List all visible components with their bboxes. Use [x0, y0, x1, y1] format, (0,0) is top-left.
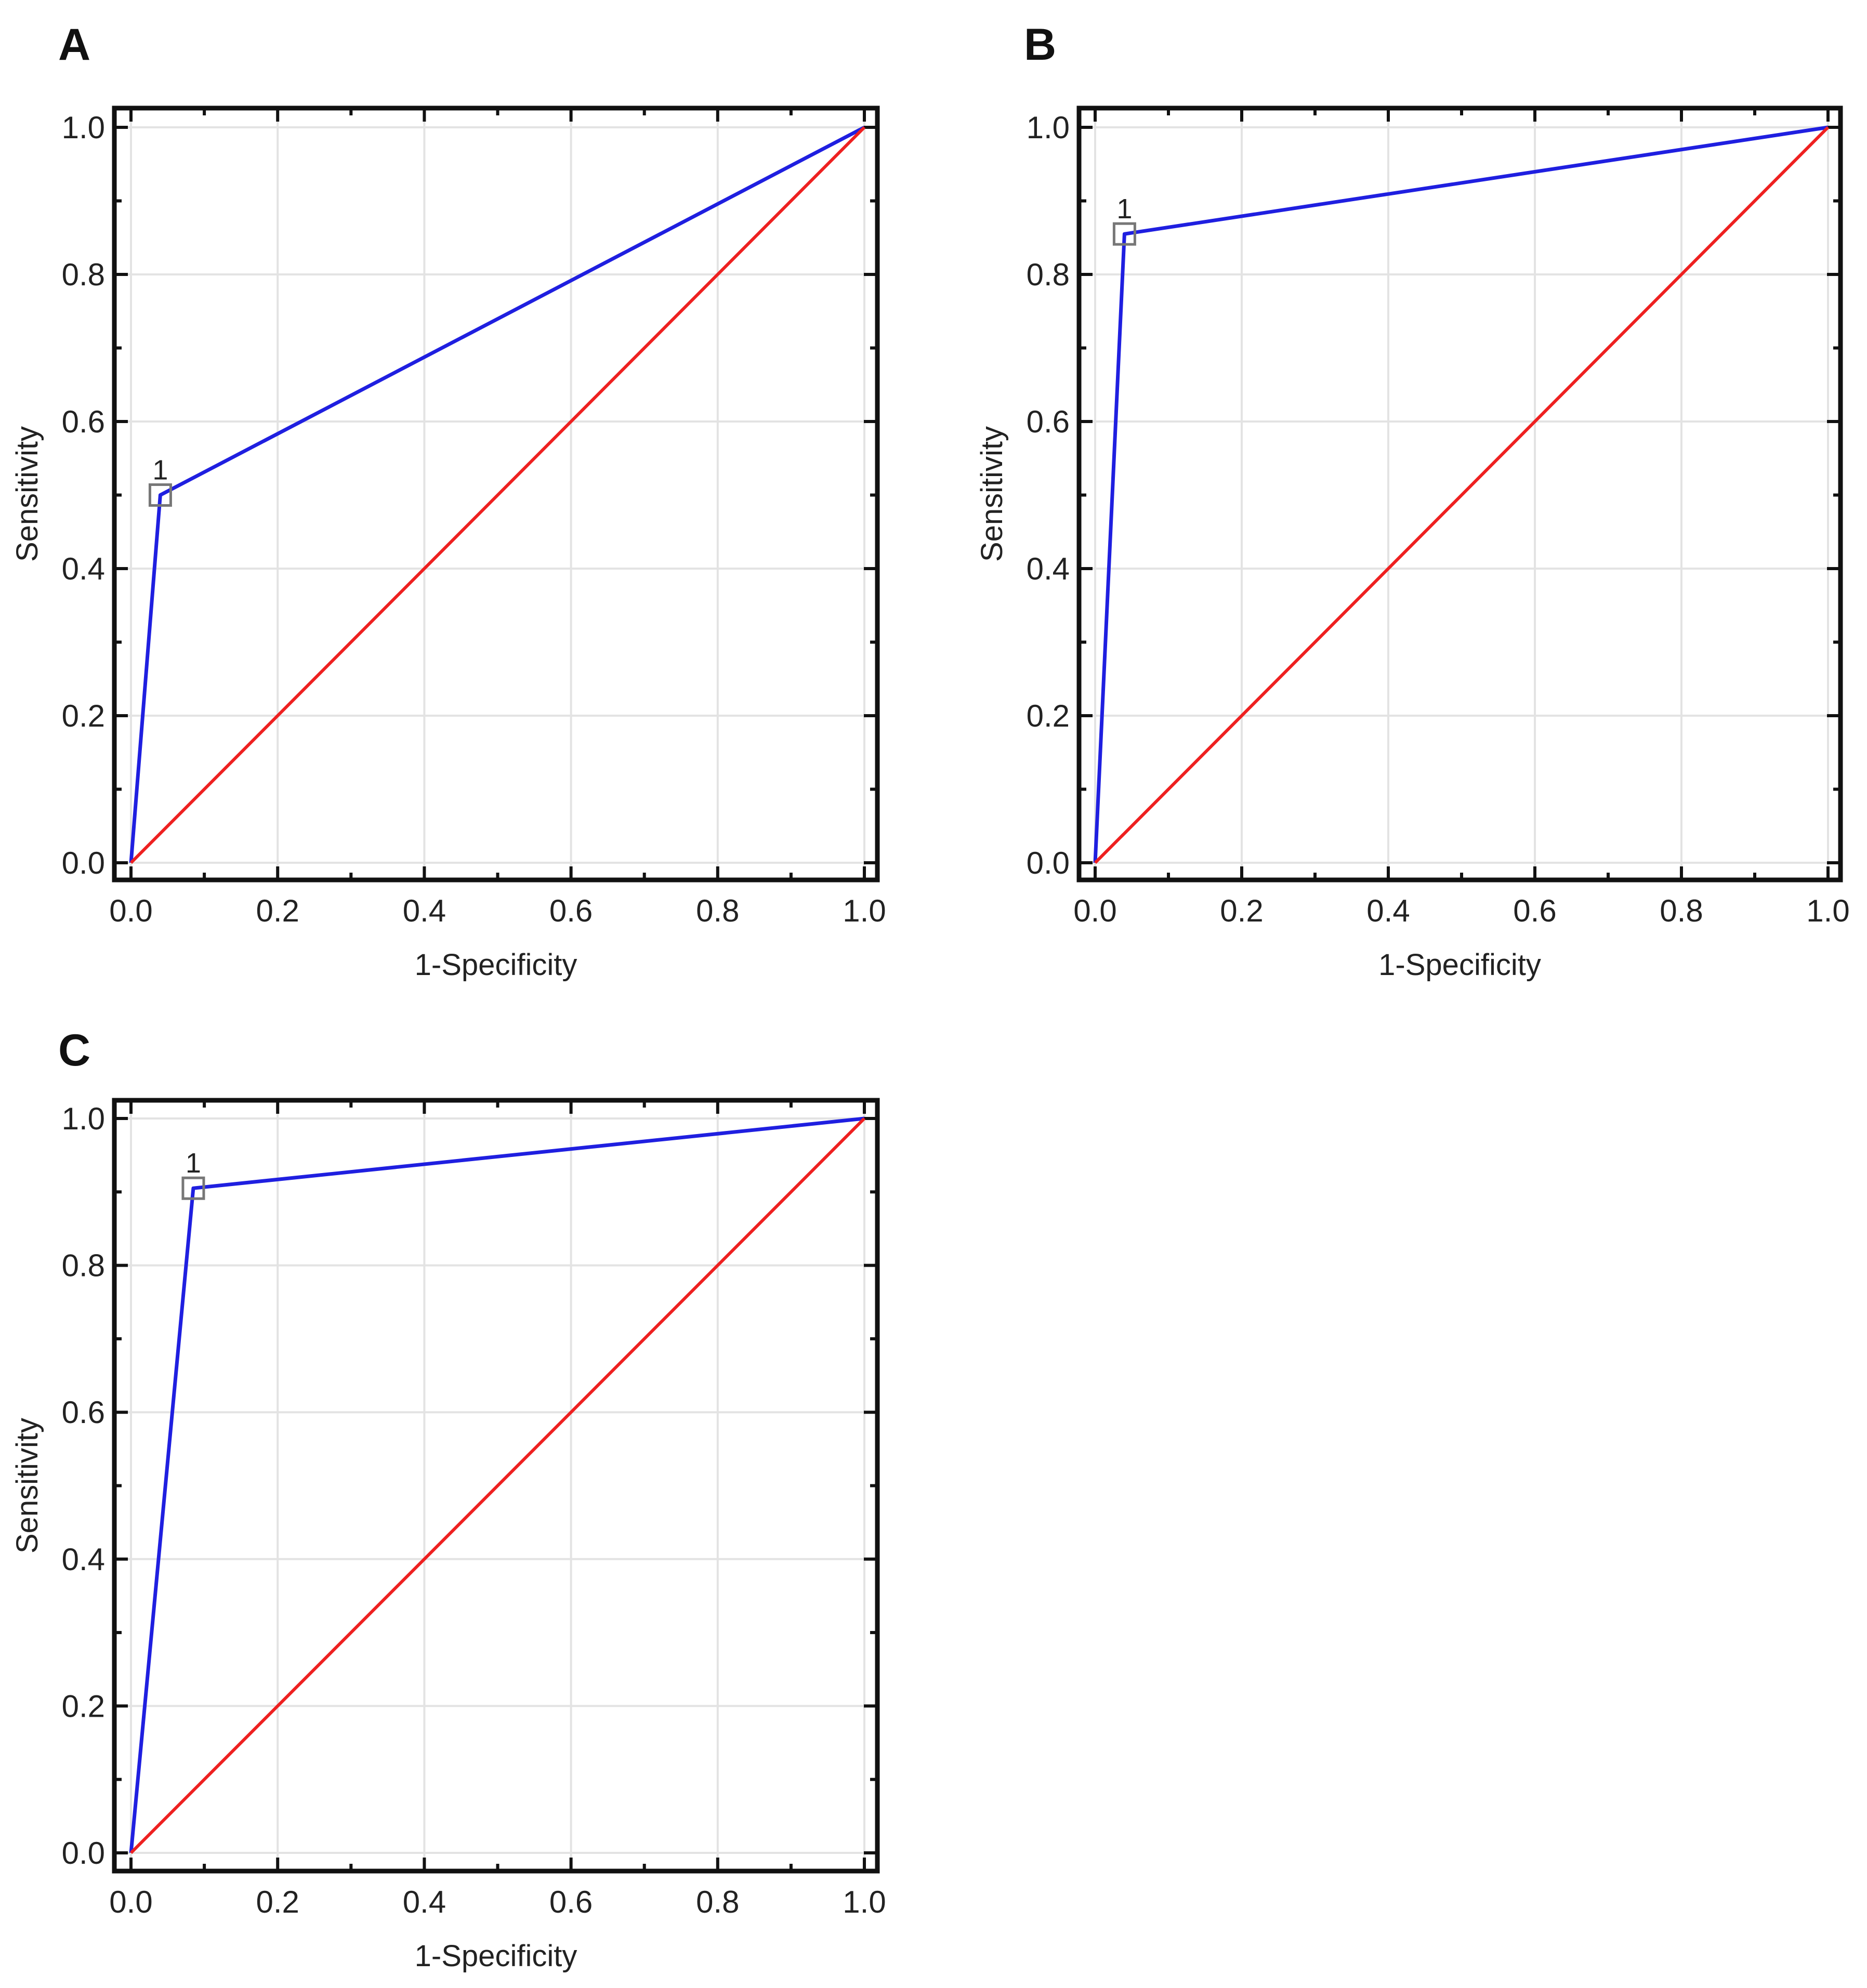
- panel-c-xtick-label-5: 1.0: [843, 1885, 886, 1919]
- panel-a-xtick-label-0: 0.0: [109, 893, 152, 928]
- panel-c-ytick-label-5: 1.0: [62, 1101, 105, 1136]
- panel-c-ytick-label-1: 0.2: [62, 1689, 105, 1723]
- panel-c-frame: [112, 1098, 880, 1874]
- panel-a-y-axis-title: Sensitivity: [10, 426, 44, 562]
- panel-a-x-axis-title: 1-Specificity: [415, 948, 577, 982]
- panel-b-ytick-label-0: 0.0: [1027, 846, 1070, 880]
- panel-c-ytick-label-4: 0.8: [62, 1248, 105, 1283]
- panel-c-letter: C: [58, 1025, 90, 1075]
- panel-c-xtick-label-1: 0.2: [256, 1885, 299, 1919]
- panel-a-ytick-label-0: 0.0: [62, 846, 105, 880]
- panel-b-roc-curve: [1093, 125, 1829, 863]
- panel-b-xtick-label-2: 0.4: [1366, 893, 1410, 928]
- panel-b-x-axis-title: 1-Specificity: [1378, 948, 1541, 982]
- panel-b-xtick-label-4: 0.8: [1660, 893, 1703, 928]
- panel-c-xtick-label-3: 0.6: [549, 1885, 593, 1919]
- panel-a-cutoff-marker: [148, 483, 172, 507]
- panel-b-ytick-label-5: 1.0: [1027, 110, 1070, 145]
- panel-a-ytick-label-1: 0.2: [62, 699, 105, 733]
- panel-a-xtick-label-4: 0.8: [696, 893, 739, 928]
- panel-b-frame: [1076, 106, 1843, 883]
- panel-c-roc-curve: [129, 1116, 865, 1853]
- panel-a-xtick-label-3: 0.6: [549, 893, 593, 928]
- panel-c-x-axis-title: 1-Specificity: [415, 1939, 577, 1973]
- panel-c-xtick-label-0: 0.0: [109, 1885, 152, 1919]
- panel-b-ytick-label-1: 0.2: [1027, 699, 1070, 733]
- panel-a: A 1 0.0 0.2 0.4 0.6 0.8 1.0 0.0 0.2 0.4 0.6 0.8 1.0 1-…: [10, 20, 886, 982]
- panel-a-cutoff-label: 1: [152, 455, 168, 486]
- panel-c-ytick-label-0: 0.0: [62, 1836, 105, 1871]
- panel-a-ytick-label-5: 1.0: [62, 110, 105, 145]
- panel-a-ytick-label-2: 0.4: [62, 551, 105, 586]
- panel-b-reference-line: [1094, 126, 1830, 864]
- panel-b-ytick-label-3: 0.6: [1027, 404, 1070, 439]
- panel-a-xtick-label-5: 1.0: [843, 893, 886, 928]
- panel-b-cutoff-marker: [1112, 222, 1136, 246]
- panel-c-cutoff-marker: [181, 1176, 205, 1200]
- panel-a-ytick-label-4: 0.8: [62, 257, 105, 292]
- panel-a-roc-curve: [129, 125, 865, 863]
- panel-c-reference-line: [129, 1117, 866, 1854]
- panel-c-ytick-label-2: 0.4: [62, 1542, 105, 1577]
- panel-b-xtick-label-1: 0.2: [1220, 893, 1263, 928]
- panel-b-xtick-label-3: 0.6: [1513, 893, 1556, 928]
- panel-b-y-axis-title: Sensitivity: [975, 426, 1009, 562]
- panel-c-ytick-label-3: 0.6: [62, 1395, 105, 1430]
- panel-c: C 1 0.0 0.2 0.4 0.6 0.8 1.0 0.0 0.2 0.4 0.6 0.8 1.0 1-…: [10, 1025, 886, 1973]
- panel-b-letter: B: [1024, 20, 1056, 70]
- panel-b-ytick-label-2: 0.4: [1027, 551, 1070, 586]
- panel-c-xtick-label-4: 0.8: [696, 1885, 739, 1919]
- panel-b-ytick-label-4: 0.8: [1027, 257, 1070, 292]
- panel-a-xtick-label-2: 0.4: [403, 893, 446, 928]
- panel-b-xtick-label-0: 0.0: [1073, 893, 1116, 928]
- panel-c-y-axis-title: Sensitivity: [10, 1418, 44, 1553]
- panel-b: B 1 0.0 0.2 0.4 0.6 0.8 1.0 0.0 0.2 0.4 0.6 0.8 1.0 1-…: [975, 20, 1850, 982]
- panel-c-cutoff-label: 1: [186, 1148, 201, 1179]
- panel-b-xtick-label-5: 1.0: [1806, 893, 1849, 928]
- panel-a-letter: A: [58, 20, 90, 70]
- panel-a-frame: [112, 106, 880, 883]
- panel-c-xtick-label-2: 0.4: [403, 1885, 446, 1919]
- panel-a-reference-line: [129, 126, 866, 864]
- panel-b-cutoff-label: 1: [1116, 193, 1132, 225]
- panel-a-xtick-label-1: 0.2: [256, 893, 299, 928]
- panel-a-ytick-label-3: 0.6: [62, 404, 105, 439]
